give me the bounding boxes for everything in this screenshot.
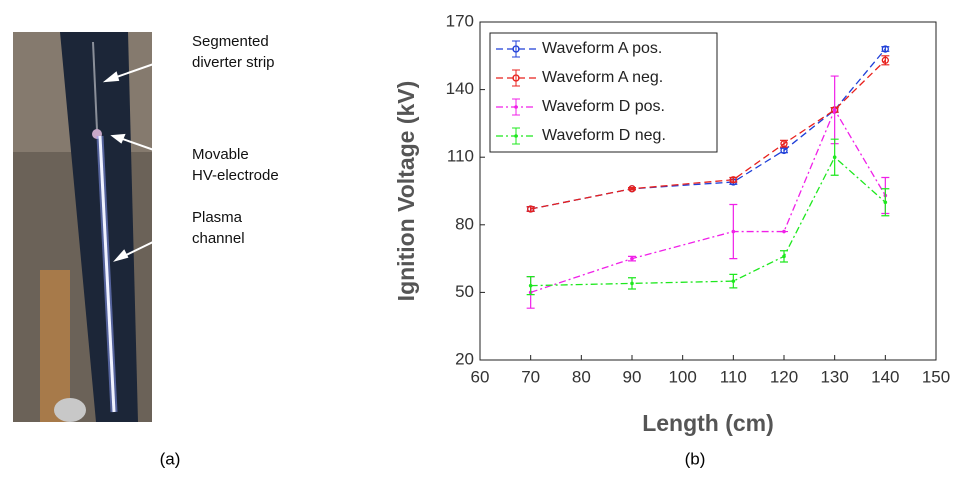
legend-marker xyxy=(512,45,520,53)
photo-caption: (a) xyxy=(160,449,181,468)
annotation: Plasma xyxy=(192,209,243,226)
data-point xyxy=(729,176,737,184)
x-tick-label: 130 xyxy=(820,367,848,386)
data-point xyxy=(881,45,889,53)
data-point xyxy=(528,283,533,288)
photo-diverter xyxy=(92,41,98,131)
x-tick-label: 100 xyxy=(668,367,696,386)
data-point xyxy=(782,229,786,234)
data-point xyxy=(628,185,636,193)
data-point xyxy=(630,281,634,286)
data-point xyxy=(630,256,634,261)
x-tick-label: 80 xyxy=(572,367,591,386)
y-tick-label: 110 xyxy=(447,147,474,166)
legend-label: Waveform A neg. xyxy=(542,69,663,86)
photo-annotations: Segmented diverter strip Movable HV-electro… xyxy=(192,33,279,247)
series-line xyxy=(530,108,886,294)
y-tick-label: 20 xyxy=(455,349,474,368)
y-tick-label: 50 xyxy=(455,282,474,301)
data-point xyxy=(731,279,736,283)
legend-label: Waveform D pos. xyxy=(542,98,665,115)
data-point xyxy=(832,155,837,159)
x-axis-label: Length (cm) xyxy=(642,410,774,436)
series-line xyxy=(530,48,886,210)
photo-plasma xyxy=(98,135,116,413)
x-tick-label: 70 xyxy=(521,367,540,386)
annotation: channel xyxy=(192,230,245,247)
data-point xyxy=(883,200,888,205)
y-tick-label: 80 xyxy=(455,214,474,233)
data-point xyxy=(881,56,889,64)
photo-strip-board xyxy=(60,32,138,422)
data-point xyxy=(527,205,535,213)
plot-frame xyxy=(479,21,937,361)
legend-label: Waveform A pos. xyxy=(542,40,662,57)
legend-marker xyxy=(514,105,518,109)
series-line xyxy=(530,156,886,287)
x-tick-label: 120 xyxy=(770,367,798,386)
photo-wood-stand xyxy=(40,270,70,422)
y-tick-label: 170 xyxy=(446,11,474,30)
data-point xyxy=(782,254,786,259)
chart-caption: (b) xyxy=(685,449,706,468)
x-tick-label: 90 xyxy=(623,367,642,386)
legend-marker xyxy=(514,134,518,138)
legend-errorbar xyxy=(512,69,520,87)
annotation: Movable xyxy=(192,146,249,163)
x-tick-label: 150 xyxy=(922,367,950,386)
annotation: Segmented xyxy=(192,33,269,50)
chart: 60 70 80 90 100 110 120 130 140 150 20 50 80 110 140 17… xyxy=(393,11,950,468)
series-line xyxy=(530,59,886,210)
data-point xyxy=(832,108,837,112)
legend-marker xyxy=(512,74,520,82)
legend-label: Waveform D neg. xyxy=(542,127,666,144)
x-tick-label: 60 xyxy=(471,367,490,386)
legend-box xyxy=(489,32,718,153)
legend-errorbar xyxy=(512,40,520,58)
x-tick-label: 140 xyxy=(871,367,899,386)
x-tick-label: 110 xyxy=(720,367,747,386)
annotation: diverter strip xyxy=(192,54,275,71)
photo-arrows xyxy=(102,51,189,262)
annotation: HV-electrode xyxy=(192,167,279,184)
y-axis-label: Ignition Voltage (kV) xyxy=(393,81,419,302)
y-tick-label: 140 xyxy=(446,79,474,98)
photo: Segmented diverter strip Movable HV-electro… xyxy=(13,32,279,468)
data-point xyxy=(780,140,788,148)
photo-insulator xyxy=(54,398,86,422)
data-point xyxy=(731,229,736,234)
